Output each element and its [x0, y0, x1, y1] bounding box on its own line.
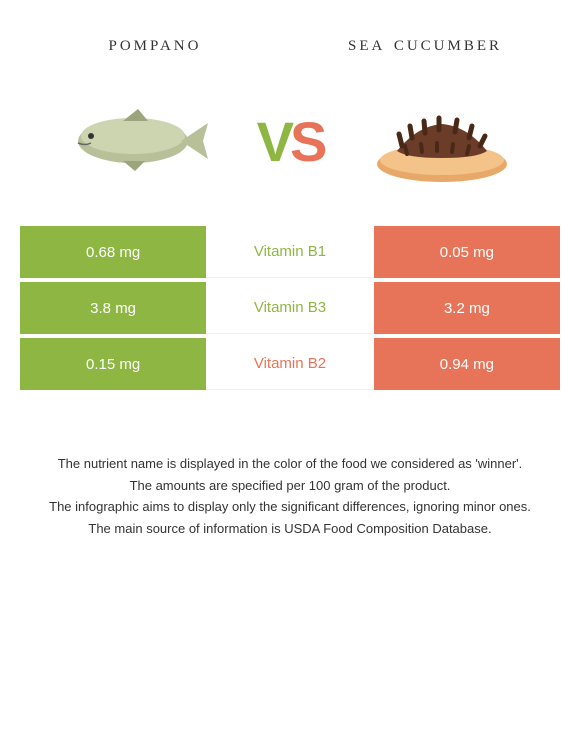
- header: pompano sea cucumber: [0, 0, 580, 66]
- table-row: 0.68 mgVitamin B10.05 mg: [20, 226, 560, 278]
- nutrient-name: Vitamin B2: [206, 338, 374, 390]
- footer-line: The infographic aims to display only the…: [40, 497, 540, 517]
- footer-line: The nutrient name is displayed in the co…: [40, 454, 540, 474]
- right-value: 0.94 mg: [374, 338, 560, 390]
- table-row: 0.15 mgVitamin B20.94 mg: [20, 338, 560, 390]
- footer-line: The main source of information is USDA F…: [40, 519, 540, 539]
- table-row: 3.8 mgVitamin B33.2 mg: [20, 282, 560, 334]
- vs-label: VS: [257, 109, 324, 174]
- left-value: 3.8 mg: [20, 282, 206, 334]
- right-value: 3.2 mg: [374, 282, 560, 334]
- nutrient-name: Vitamin B3: [206, 282, 374, 334]
- right-food-title: sea cucumber: [290, 30, 560, 56]
- images-row: VS: [0, 66, 580, 226]
- left-food-title: pompano: [20, 30, 290, 56]
- footer-notes: The nutrient name is displayed in the co…: [0, 394, 580, 560]
- right-value: 0.05 mg: [374, 226, 560, 278]
- left-value: 0.68 mg: [20, 226, 206, 278]
- vs-v-letter: V: [257, 110, 290, 173]
- comparison-table: 0.68 mgVitamin B10.05 mg3.8 mgVitamin B3…: [0, 226, 580, 390]
- right-food-image: [333, 96, 550, 186]
- left-food-image: [30, 101, 247, 181]
- left-title-col: pompano: [20, 30, 290, 56]
- footer-line: The amounts are specified per 100 gram o…: [40, 476, 540, 496]
- right-title-col: sea cucumber: [290, 30, 560, 56]
- nutrient-name: Vitamin B1: [206, 226, 374, 278]
- left-value: 0.15 mg: [20, 338, 206, 390]
- vs-s-letter: S: [290, 110, 323, 173]
